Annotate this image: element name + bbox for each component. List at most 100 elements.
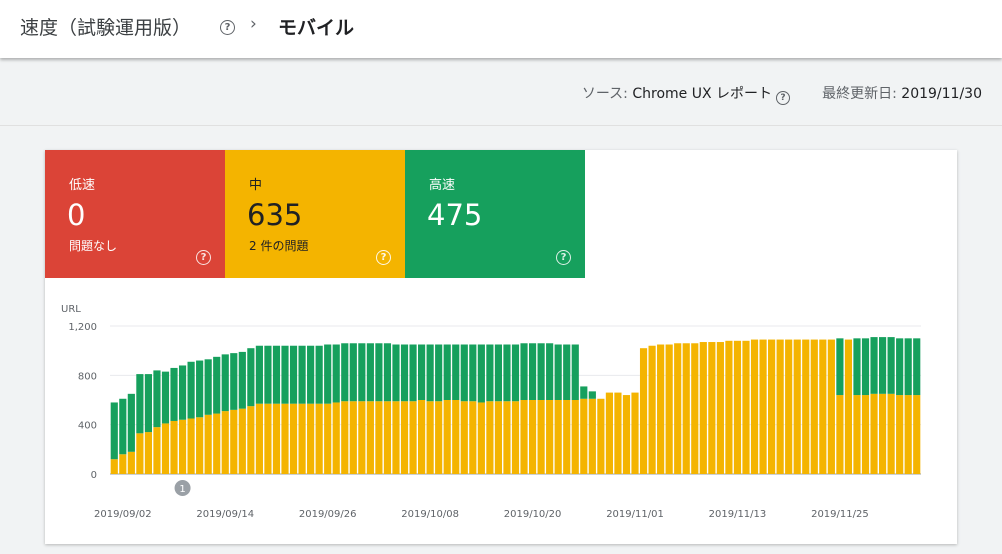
bar-fast bbox=[247, 348, 255, 407]
bar-fast bbox=[486, 344, 494, 402]
y-tick-label: 0 bbox=[91, 470, 97, 481]
bar-moderate bbox=[426, 401, 434, 474]
x-tick-label: 2019/09/26 bbox=[299, 509, 357, 520]
bar-moderate bbox=[785, 339, 793, 474]
bar-fast bbox=[460, 344, 468, 402]
help-circle-icon[interactable]: ? bbox=[376, 250, 391, 265]
bar-moderate bbox=[221, 411, 229, 474]
bar-moderate bbox=[648, 345, 656, 474]
bar-fast bbox=[546, 343, 554, 400]
y-tick-label: 400 bbox=[78, 421, 97, 432]
bar-moderate bbox=[528, 400, 537, 474]
tile-fast[interactable]: 高速 475 ? bbox=[405, 150, 585, 278]
tile-count: 635 bbox=[247, 198, 303, 232]
bar-fast bbox=[170, 367, 178, 421]
bar-moderate bbox=[896, 395, 904, 474]
bar-moderate bbox=[392, 401, 400, 474]
bar-moderate bbox=[520, 400, 528, 474]
bar-moderate bbox=[503, 401, 511, 474]
bar-moderate bbox=[605, 392, 613, 474]
bar-moderate bbox=[161, 423, 170, 474]
bar-moderate bbox=[324, 403, 332, 474]
bar-fast bbox=[554, 344, 562, 400]
bar-moderate bbox=[878, 393, 887, 474]
bar-moderate bbox=[776, 339, 784, 474]
speed-report-card: 低速 0 問題なし ? 中 635 2 件の問題 ? 高速 475 ? URL 0… bbox=[45, 150, 957, 544]
bar-moderate bbox=[913, 395, 921, 474]
bar-moderate bbox=[665, 344, 673, 474]
bar-fast bbox=[503, 344, 511, 402]
bar-moderate bbox=[793, 339, 801, 474]
tile-count: 0 bbox=[67, 198, 86, 232]
bar-moderate bbox=[315, 403, 323, 474]
bar-moderate bbox=[870, 393, 878, 474]
help-circle-icon[interactable]: ? bbox=[196, 250, 211, 265]
tile-moderate[interactable]: 中 635 2 件の問題 ? bbox=[225, 150, 405, 278]
bar-fast bbox=[494, 344, 503, 402]
bar-moderate bbox=[614, 392, 622, 474]
bar-moderate bbox=[383, 401, 392, 474]
bar-moderate bbox=[537, 400, 545, 474]
last-updated: 最終更新日: 2019/11/30 bbox=[822, 83, 982, 103]
bar-moderate bbox=[546, 400, 554, 474]
tile-count: 475 bbox=[427, 198, 483, 232]
x-tick-label: 2019/10/08 bbox=[401, 509, 459, 520]
bar-moderate bbox=[153, 427, 161, 474]
bar-fast bbox=[861, 338, 870, 396]
x-tick-label: 2019/09/14 bbox=[196, 509, 254, 520]
source-value: Chrome UX レポート bbox=[632, 86, 772, 102]
bar-fast bbox=[418, 344, 426, 400]
tile-subtitle: 問題なし bbox=[69, 239, 118, 253]
bar-moderate bbox=[691, 343, 699, 474]
breadcrumb-root[interactable]: 速度（試験運用版） bbox=[20, 17, 192, 39]
bar-moderate bbox=[435, 401, 443, 474]
bar-fast bbox=[264, 345, 272, 404]
bar-moderate bbox=[597, 398, 605, 474]
bar-moderate bbox=[281, 403, 289, 474]
bar-fast bbox=[435, 344, 443, 402]
bar-moderate bbox=[349, 401, 357, 474]
source-info: ソース: Chrome UX レポート? bbox=[582, 83, 790, 105]
tile-slow[interactable]: 低速 0 問題なし ? bbox=[45, 150, 225, 278]
bar-moderate bbox=[358, 401, 366, 474]
bar-moderate bbox=[247, 406, 255, 474]
bar-fast bbox=[187, 361, 195, 419]
bar-fast bbox=[443, 344, 451, 400]
bar-fast bbox=[580, 386, 588, 399]
help-circle-icon[interactable]: ? bbox=[220, 20, 235, 35]
bar-fast bbox=[153, 370, 161, 428]
bar-moderate bbox=[418, 400, 426, 474]
bar-moderate bbox=[733, 340, 742, 474]
bar-moderate bbox=[230, 409, 238, 474]
bar-fast bbox=[537, 343, 545, 400]
page-header: 速度（試験運用版） ? › モバイル bbox=[0, 0, 1002, 58]
last-updated-label: 最終更新日: bbox=[822, 86, 902, 102]
bar-fast bbox=[469, 344, 477, 402]
bar-fast bbox=[204, 359, 212, 415]
bar-moderate bbox=[332, 402, 340, 474]
bar-moderate bbox=[759, 339, 767, 474]
bar-moderate bbox=[904, 395, 912, 474]
bar-fast bbox=[887, 337, 895, 394]
bar-moderate bbox=[844, 339, 853, 474]
bar-fast bbox=[375, 343, 383, 402]
bar-moderate bbox=[452, 400, 460, 474]
bar-moderate bbox=[657, 344, 665, 474]
x-tick-label: 2019/09/02 bbox=[94, 509, 152, 520]
bar-moderate bbox=[170, 420, 178, 474]
bar-moderate bbox=[861, 395, 870, 474]
bar-fast bbox=[238, 351, 246, 409]
bar-fast bbox=[913, 338, 921, 396]
bar-moderate bbox=[742, 340, 750, 474]
bar-fast bbox=[853, 338, 861, 396]
help-circle-icon[interactable]: ? bbox=[776, 91, 790, 105]
tile-label: 高速 bbox=[429, 178, 456, 193]
bar-fast bbox=[571, 344, 579, 400]
help-circle-icon[interactable]: ? bbox=[556, 250, 571, 265]
bar-fast bbox=[520, 343, 528, 400]
bar-moderate bbox=[571, 400, 579, 474]
bar-moderate bbox=[255, 403, 263, 474]
bar-fast bbox=[161, 371, 170, 424]
source-bar: ソース: Chrome UX レポート? 最終更新日: 2019/11/30 bbox=[0, 60, 1002, 126]
x-tick-label: 2019/11/25 bbox=[811, 509, 869, 520]
